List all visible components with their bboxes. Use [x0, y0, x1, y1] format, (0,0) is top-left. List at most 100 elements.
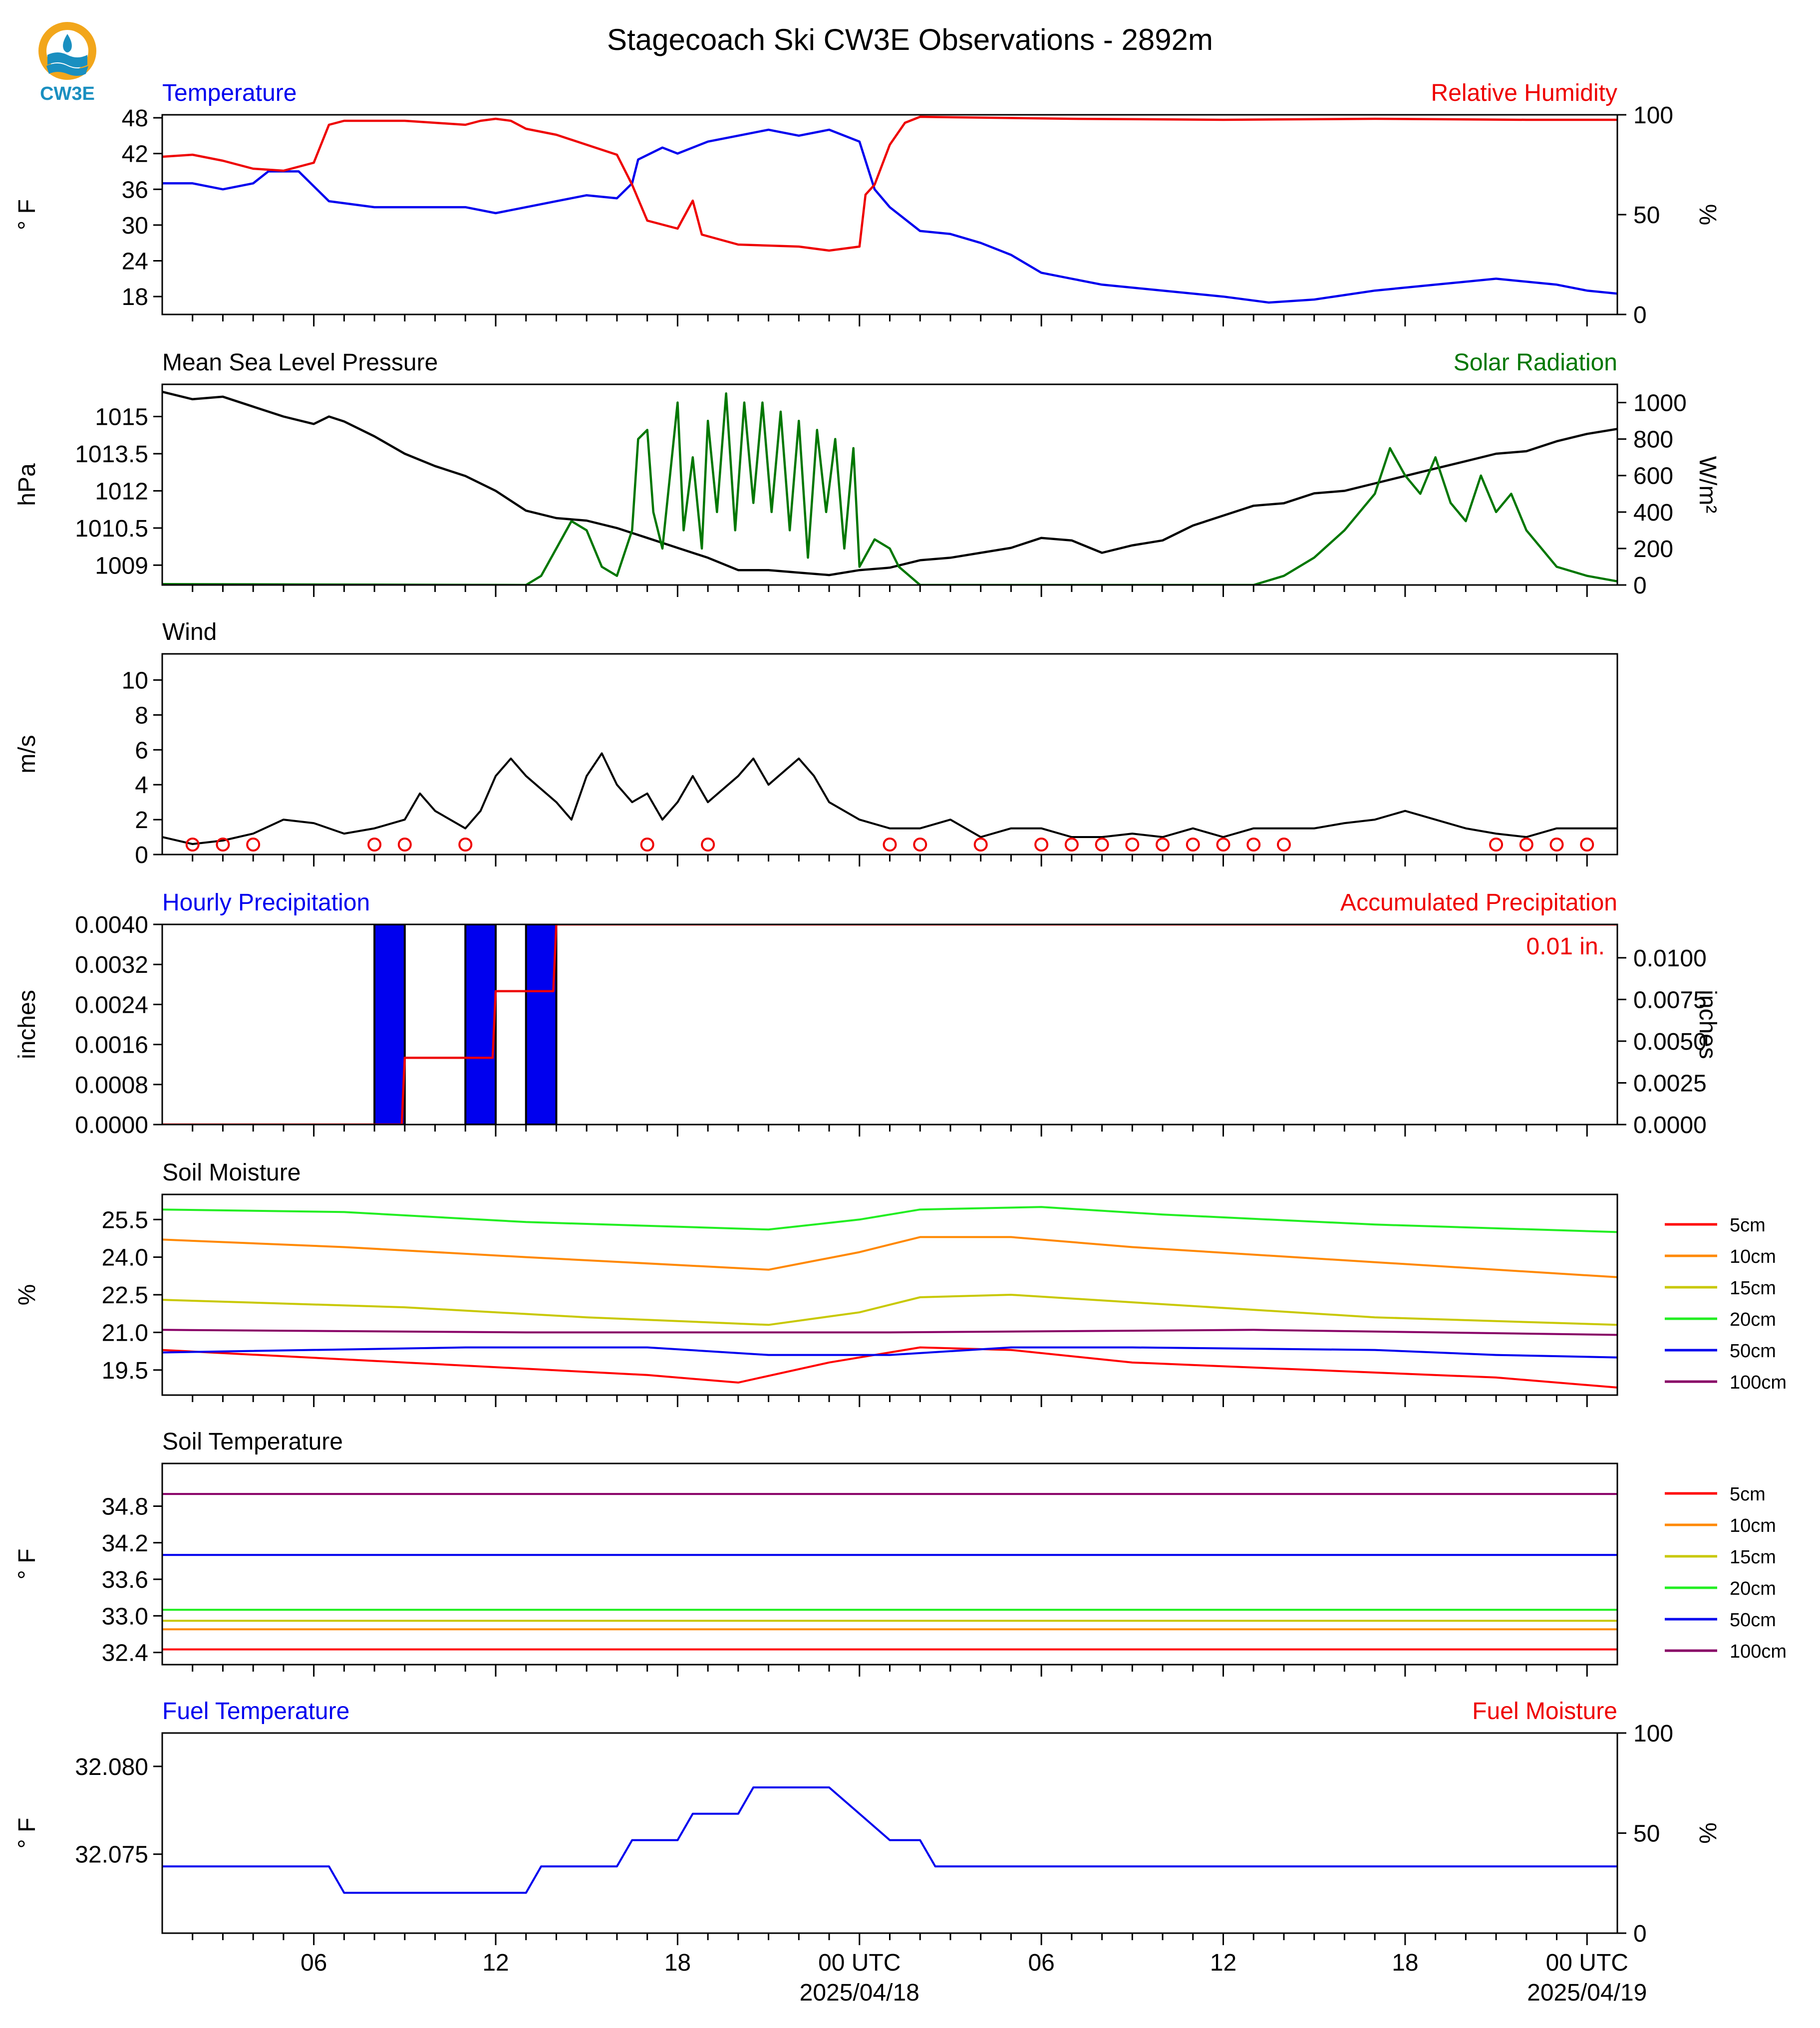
panel-pressure_solar: Mean Sea Level Pressure Solar Radiation hP…	[14, 349, 1721, 599]
y-tick-label-left: 10	[122, 667, 148, 694]
plot-area	[162, 752, 1617, 852]
y-tick-label-left: 32.080	[75, 1754, 148, 1780]
y-tick-label-right: 0	[1633, 302, 1647, 328]
y-axis-label-left: hPa	[14, 463, 40, 506]
legend-label: 100cm	[1730, 1372, 1787, 1393]
y-tick-label-left: 0.0032	[75, 952, 148, 978]
plot-area	[162, 1493, 1617, 1651]
wind-calm-marker	[397, 838, 412, 852]
panel-title-left: Soil Moisture	[162, 1159, 301, 1186]
panel-precip: Hourly Precipitation Accumulated Precipit…	[14, 889, 1721, 1139]
y-axis-label-right: %	[1694, 1822, 1721, 1844]
x-tick-label: 12	[482, 1950, 509, 1976]
y-axis-label-left: %	[14, 1284, 40, 1306]
y-tick-label-left: 0.0000	[75, 1112, 148, 1139]
legend-label: 50cm	[1730, 1341, 1776, 1362]
wind-calm-marker	[185, 838, 200, 852]
legend-label: 50cm	[1730, 1610, 1776, 1631]
y-tick-label-left: 1010.5	[75, 516, 148, 542]
panel-fuel: Fuel Temperature Fuel Moisture ° F % 32.075 3…	[14, 1698, 1721, 1947]
y-axis-label-right: %	[1694, 204, 1721, 226]
wind-calm-marker	[216, 838, 230, 852]
plot-area	[162, 1206, 1617, 1389]
series-line-blue	[162, 1786, 1617, 1894]
y-tick-label-left: 25.5	[102, 1207, 148, 1233]
y-tick-label-left: 22.5	[102, 1282, 148, 1309]
y-tick-label-right: 0	[1633, 573, 1647, 599]
wind-calm-marker	[458, 838, 473, 852]
legend-label: 15cm	[1730, 1278, 1776, 1299]
series-line-blue	[162, 128, 1617, 304]
wind-calm-marker	[913, 838, 927, 852]
y-tick-label-left: 1015	[95, 404, 148, 431]
y-tick-label-left: 18	[122, 284, 148, 310]
y-tick-label-left: 0.0024	[75, 992, 148, 1018]
y-tick-label-left: 0.0008	[75, 1072, 148, 1099]
wind-calm-marker	[1519, 838, 1533, 852]
y-tick-label-left: 1013.5	[75, 441, 148, 468]
y-tick-label-right: 200	[1633, 536, 1673, 563]
x-tick-label: 18	[664, 1950, 691, 1976]
x-tick-label: 06	[1028, 1950, 1054, 1976]
y-tick-label-left: 32.4	[102, 1640, 148, 1667]
wind-calm-marker	[367, 838, 382, 852]
y-tick-label-right: 100	[1633, 1721, 1673, 1747]
y-tick-label-left: 33.6	[102, 1567, 148, 1593]
x-tick-label: 00 UTC	[818, 1950, 901, 1976]
y-tick-label-left: 30	[122, 213, 148, 239]
x-tick-label: 00 UTC	[1546, 1950, 1628, 1976]
wind-calm-marker	[1246, 838, 1261, 852]
y-tick-label-right: 1000	[1633, 390, 1687, 417]
y-tick-label-left: 1009	[95, 553, 148, 579]
wind-calm-marker	[1156, 838, 1170, 852]
y-tick-label-left: 8	[135, 702, 148, 729]
y-axis-label-left: m/s	[14, 735, 40, 773]
panel-title-left: Hourly Precipitation	[162, 889, 370, 916]
panel-frame	[161, 1732, 1618, 1934]
wind-calm-marker	[1034, 838, 1049, 852]
panel-frame	[161, 383, 1618, 586]
wind-calm-marker	[973, 838, 988, 852]
panel-title-left: Fuel Temperature	[162, 1698, 349, 1725]
x-tick-label: 18	[1392, 1950, 1418, 1976]
wind-calm-marker	[1095, 838, 1109, 852]
precip-bar	[373, 924, 406, 1125]
y-tick-label-right: 600	[1633, 463, 1673, 490]
legend-label: 15cm	[1730, 1547, 1776, 1568]
series-line-5cm	[162, 1346, 1617, 1389]
plot-area	[162, 1786, 1617, 1894]
y-axis-label-left: ° F	[14, 199, 40, 230]
series-line-20cm	[162, 1206, 1617, 1233]
y-tick-label-left: 32.075	[75, 1842, 148, 1868]
panel-frame	[161, 114, 1618, 315]
wind-calm-marker	[1549, 838, 1564, 852]
legend: 5cm 10cm 15cm 20cm 50cm 100cm	[1665, 1484, 1787, 1662]
wind-calm-marker	[883, 838, 897, 852]
cw3e-logo: CW3E	[30, 15, 105, 105]
y-tick-label-left: 0.0016	[75, 1032, 148, 1059]
panel-title-left: Mean Sea Level Pressure	[162, 349, 438, 376]
panel-frame	[161, 1193, 1618, 1396]
wind-calm-marker	[1064, 838, 1079, 852]
y-tick-label-right: 400	[1633, 500, 1673, 526]
panel-temp_rh: Temperature Relative Humidity ° F % 18 24 30 36…	[14, 80, 1721, 328]
y-tick-label-left: 6	[135, 737, 148, 764]
y-tick-label-left: 2	[135, 807, 148, 834]
panel-title-right: Solar Radiation	[1454, 349, 1617, 376]
panel-title-left: Wind	[162, 619, 217, 645]
y-axis-label-left: inches	[14, 990, 40, 1059]
y-tick-label-right: 50	[1633, 1821, 1660, 1847]
plot-area	[162, 390, 1617, 585]
y-tick-label-left: 34.8	[102, 1493, 148, 1520]
panel-title-right: Fuel Moisture	[1472, 1698, 1617, 1725]
logo-text: CW3E	[40, 83, 95, 104]
series-line-100cm	[162, 1329, 1617, 1336]
y-tick-label-left: 36	[122, 177, 148, 203]
wind-calm-marker	[246, 838, 261, 852]
y-axis-label-left: ° F	[14, 1818, 40, 1849]
y-tick-label-left: 21.0	[102, 1320, 148, 1346]
panel-wind: Wind m/s 0 2 4 6 8 10	[14, 619, 1618, 869]
panel-title-left: Soil Temperature	[162, 1429, 343, 1455]
x-tick-date-label: 2025/04/19	[1527, 1980, 1647, 2006]
page-title: Stagecoach Ski CW3E Observations - 2892m	[607, 23, 1213, 56]
